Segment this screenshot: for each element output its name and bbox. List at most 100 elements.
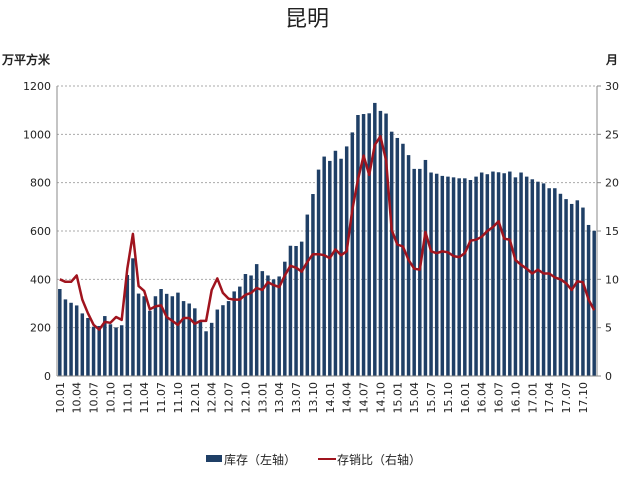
bar-13.10 — [311, 194, 315, 376]
bar-16.07 — [496, 172, 501, 376]
bar-12.10 — [243, 274, 248, 376]
right-axis-label: 月 — [605, 53, 618, 67]
bar-14.06 — [356, 115, 360, 376]
bar-13.02 — [266, 275, 270, 376]
bar-10.09 — [103, 316, 107, 376]
bar-12.03 — [204, 331, 208, 376]
legend: 库存（左轴） 存销比（右轴） — [206, 452, 421, 467]
bar-12.01 — [193, 308, 197, 376]
bar-12.05 — [215, 309, 220, 376]
bar-12.11 — [249, 275, 253, 376]
x-tick-label: 11.04 — [138, 382, 151, 414]
bar-11.04 — [142, 296, 146, 376]
x-tick-label: 15.07 — [425, 382, 438, 414]
bar-16.11 — [519, 172, 523, 376]
bar-11.10 — [176, 292, 180, 376]
left-tick-label: 0 — [44, 370, 51, 383]
bar-10.11 — [114, 327, 118, 376]
bar-14.11 — [384, 113, 388, 377]
left-axis-label: 万平方米 — [1, 52, 51, 67]
bar-10.01 — [58, 289, 62, 376]
right-tick-label: 10 — [605, 273, 619, 286]
x-tick-label: 15.01 — [391, 382, 404, 414]
right-tick-label: 20 — [605, 177, 619, 190]
bar-16.06 — [491, 171, 495, 376]
bar-14.08 — [367, 113, 371, 376]
left-tick-label: 800 — [30, 177, 51, 190]
right-tick-label: 15 — [605, 225, 619, 238]
bar-14.03 — [339, 158, 343, 376]
x-tick-label: 10.10 — [104, 382, 117, 414]
bar-16.10 — [513, 177, 518, 376]
bar-12.04 — [209, 322, 214, 376]
bar-15.08 — [434, 173, 439, 376]
bar-10.04 — [74, 305, 79, 376]
bar-13.01 — [260, 271, 265, 376]
bar-11.11 — [181, 301, 186, 376]
x-tick-label: 16.01 — [459, 382, 472, 414]
bar-14.12 — [389, 131, 394, 376]
x-tick-label: 16.04 — [476, 382, 489, 414]
right-tick-label: 25 — [605, 128, 619, 141]
x-tick-label: 10.07 — [88, 382, 101, 414]
x-tick-label: 14.04 — [341, 382, 354, 414]
bar-12.12 — [254, 264, 259, 376]
bar-11.12 — [187, 303, 191, 376]
bar-12.07 — [226, 301, 231, 376]
bar-12.06 — [221, 305, 225, 376]
x-tick-label: 11.07 — [155, 382, 168, 414]
x-tick-label: 14.07 — [358, 382, 371, 414]
legend-bar-swatch — [206, 455, 222, 462]
left-tick-label: 400 — [30, 273, 51, 286]
x-tick-label: 13.07 — [290, 382, 303, 414]
bar-11.02 — [131, 258, 135, 376]
bar-10.02 — [63, 299, 68, 376]
left-tick-label: 1000 — [23, 128, 51, 141]
bar-14.04 — [344, 146, 349, 376]
bar-13.05 — [283, 261, 287, 376]
bar-15.10 — [446, 176, 450, 376]
x-tick-label: 11.01 — [121, 382, 134, 414]
right-tick-label: 0 — [605, 370, 612, 383]
bar-17.09 — [575, 200, 580, 376]
x-tick-label: 14.10 — [374, 382, 387, 414]
x-tick-label: 12.10 — [239, 382, 252, 414]
x-tick-label: 13.01 — [256, 382, 269, 414]
x-tick-label: 13.10 — [307, 382, 320, 414]
x-tick-label: 17.04 — [543, 382, 556, 414]
bar-11.03 — [136, 293, 141, 376]
bar-17.03 — [541, 183, 546, 376]
bar-13.04 — [277, 276, 281, 376]
x-tick-label: 16.07 — [493, 382, 506, 414]
bar-16.01 — [463, 178, 467, 376]
bar-16.08 — [502, 173, 506, 376]
x-tick-label: 12.01 — [189, 382, 202, 414]
bar-13.12 — [322, 156, 326, 376]
bar-10.12 — [119, 325, 124, 376]
x-tick-label: 17.10 — [577, 382, 590, 414]
legend-line-label: 存销比（右轴） — [337, 452, 421, 467]
bar-15.05 — [418, 168, 422, 376]
bar-11.06 — [153, 296, 158, 376]
bar-16.09 — [508, 171, 512, 376]
bar-12.02 — [198, 321, 203, 376]
x-tick-label: 12.04 — [206, 382, 219, 414]
bar-12.08 — [232, 291, 236, 376]
bar-15.03 — [406, 155, 411, 376]
bar-17.05 — [553, 188, 557, 376]
x-tick-label: 10.01 — [54, 382, 67, 414]
chart-title: 昆明 — [285, 7, 329, 32]
bar-13.06 — [288, 245, 293, 376]
x-tick-label: 15.10 — [442, 382, 455, 414]
right-tick-label: 30 — [605, 80, 619, 93]
bar-14.02 — [333, 150, 338, 376]
bar-17.06 — [558, 193, 563, 376]
bar-16.02 — [468, 180, 473, 376]
bar-13.08 — [299, 241, 304, 376]
bar-17.07 — [564, 199, 568, 376]
x-tick-label: 10.04 — [71, 382, 84, 414]
bar-13.07 — [294, 245, 298, 376]
bar-11.09 — [170, 296, 175, 376]
x-tick-label: 17.07 — [560, 382, 573, 414]
